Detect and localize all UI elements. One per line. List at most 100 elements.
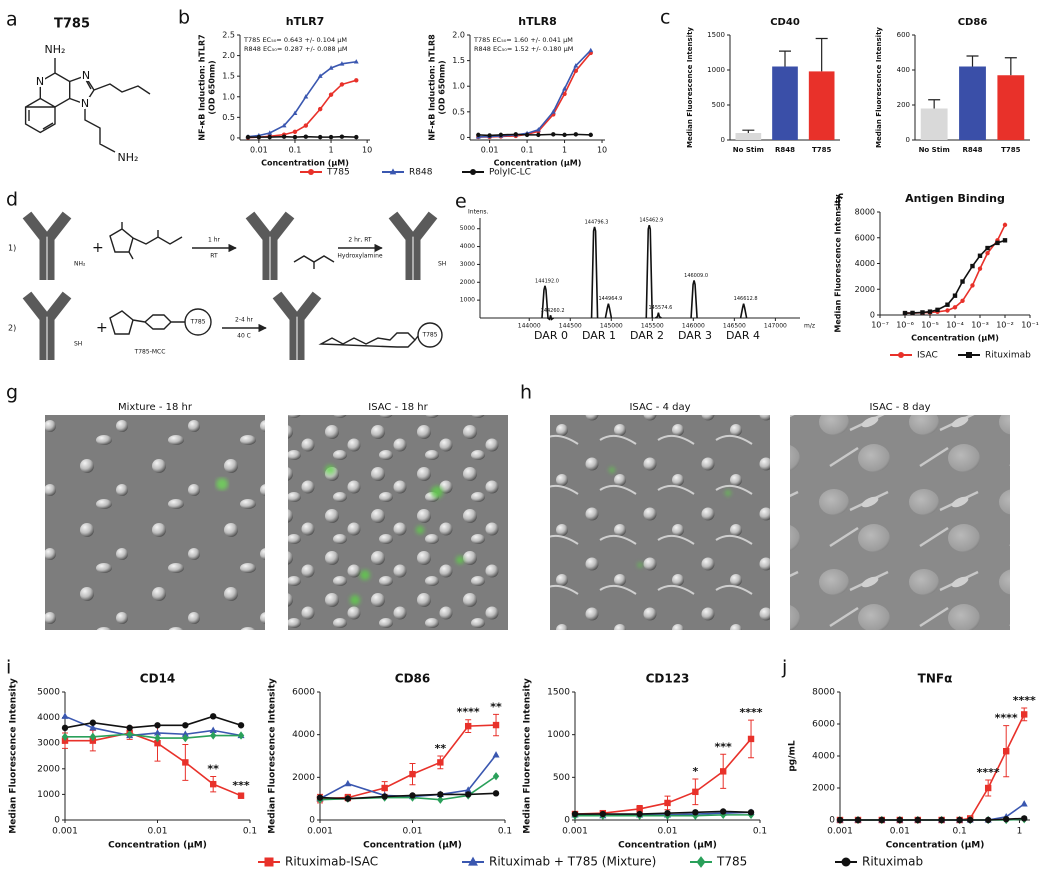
x-tick-label: T785	[812, 146, 832, 154]
antibody	[27, 215, 67, 280]
legend-label: Rituximab-ISAC	[285, 855, 378, 869]
y-tick-label: 0	[721, 136, 725, 144]
marker	[328, 134, 334, 140]
x-tick-label: 10⁻⁶	[896, 321, 914, 330]
chart-title: CD40	[770, 17, 800, 28]
y-tick-label: 1.5	[222, 72, 235, 81]
payload-circle	[417, 322, 443, 348]
x-tick-label: 10⁻⁵	[921, 321, 939, 330]
fluorescence	[216, 478, 228, 490]
y-tick-label: 600	[897, 31, 910, 39]
condition: 2-4 hr	[235, 317, 254, 324]
bar	[997, 75, 1025, 140]
x-axis-label: Concentration (μM)	[911, 334, 999, 343]
marker	[476, 132, 481, 138]
marker	[339, 61, 345, 66]
marker	[984, 784, 992, 792]
marker	[154, 740, 161, 747]
atom-label: NH₂	[118, 151, 139, 164]
significance: **	[435, 742, 447, 755]
marker	[571, 810, 579, 818]
marker	[317, 134, 323, 140]
bonds	[24, 58, 151, 153]
marker	[487, 133, 492, 138]
peak	[590, 226, 599, 319]
marker	[237, 722, 245, 729]
significance: **	[207, 762, 219, 775]
marker	[573, 132, 579, 137]
marker	[381, 784, 388, 792]
marker	[126, 724, 133, 732]
x-tick-label: No Stim	[919, 146, 950, 154]
x-tick-label: 10	[597, 146, 607, 155]
y-axis-label: Median Fluorescence Intensity	[686, 27, 694, 148]
marker	[910, 310, 915, 316]
y-tick-label: 500	[553, 773, 570, 783]
marker	[409, 770, 416, 778]
marker	[920, 310, 925, 315]
step-label: 2)	[8, 324, 16, 333]
peak	[739, 303, 748, 319]
marker	[719, 808, 727, 815]
peak-label: 145462.9	[639, 218, 663, 224]
marker	[308, 169, 314, 175]
y-axis-label: Median Fluorescence Intensity	[834, 194, 843, 333]
reagent	[109, 222, 183, 260]
marker	[209, 726, 217, 733]
legend-label: T785	[716, 855, 747, 869]
marker	[292, 134, 298, 140]
error-bar	[779, 50, 791, 67]
panel-label: c	[660, 7, 670, 29]
y-axis-label: Median Fluorescence Intensity	[9, 678, 19, 834]
x-tick-label: 10⁻²	[996, 321, 1014, 330]
condition: 2 hr, RT	[348, 237, 372, 244]
panel-label: g	[6, 382, 18, 404]
y-tick-label: 6000	[855, 233, 875, 242]
marker	[267, 134, 272, 140]
marker	[966, 816, 974, 824]
y-axis-label: pg/mL	[788, 740, 798, 772]
dar-label: DAR 2	[630, 329, 664, 342]
dar-label: DAR 0	[534, 329, 568, 342]
peak	[690, 280, 698, 319]
y-tick-label: 3000	[460, 261, 475, 268]
x-axis-label: Concentration (μM)	[261, 159, 349, 168]
x-tick-label: R848	[775, 146, 795, 154]
marker	[1020, 800, 1028, 807]
series-line	[247, 60, 357, 138]
marker	[61, 732, 69, 741]
y-tick-label: 2000	[460, 279, 475, 286]
x-tick-label: 0.01	[481, 146, 499, 155]
x-tick-label: 146000	[682, 323, 705, 330]
panel-label: d	[6, 189, 18, 211]
marker	[209, 713, 217, 720]
dar-label: DAR 3	[678, 329, 712, 342]
y-axis-label: (OD 650nm)	[208, 60, 217, 114]
marker	[1021, 815, 1028, 822]
x-tick-label: 0.001	[562, 827, 588, 837]
bar	[959, 66, 986, 140]
x-tick-label: 1	[562, 146, 567, 155]
marker	[562, 132, 567, 138]
cells	[45, 415, 265, 630]
fluorescence	[325, 465, 464, 605]
operator: +	[96, 320, 108, 336]
y-tick-label: 0	[906, 136, 910, 144]
group-label: NH₂	[74, 261, 86, 268]
y-tick-label: 1500	[707, 31, 725, 39]
marker	[237, 731, 245, 740]
marker	[836, 816, 844, 824]
cells	[288, 415, 508, 630]
peak-label: 145574.6	[648, 305, 672, 311]
marker	[237, 792, 245, 799]
image-title: ISAC - 4 day	[629, 402, 690, 413]
marker	[89, 719, 97, 726]
marker	[636, 810, 643, 818]
marker	[492, 772, 500, 781]
marker	[535, 127, 541, 132]
y-tick-label: 4000	[460, 243, 475, 250]
series-line	[478, 133, 591, 137]
series-line	[905, 224, 1006, 314]
marker	[468, 856, 478, 866]
error-bar	[928, 99, 941, 109]
